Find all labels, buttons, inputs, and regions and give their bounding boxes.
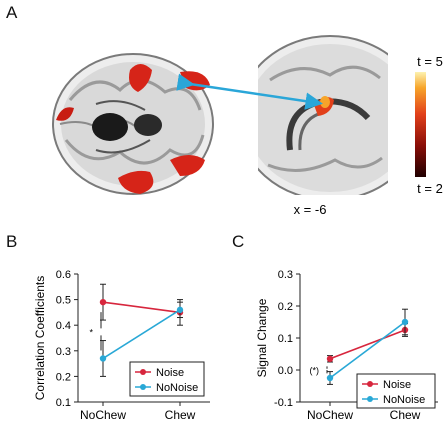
data-point-nonoise [401, 318, 409, 326]
axial-brain-slice [52, 53, 214, 195]
x-tick-label: Chew [165, 408, 196, 422]
x-tick-label: NoChew [307, 408, 353, 422]
y-tick-label: -0.1 [274, 397, 293, 409]
legend-box [129, 361, 205, 397]
y-tick-label: 0.1 [56, 397, 71, 409]
x-tick-label: NoChew [80, 408, 126, 422]
y-axis-label: Signal Change [255, 298, 269, 377]
legend-swatch-marker [367, 381, 373, 387]
data-point-nonoise [176, 306, 184, 314]
data-point-noise [326, 355, 334, 362]
y-tick-label: 0.6 [56, 269, 71, 281]
colorbar-top-label: t = 5 [417, 54, 443, 69]
slice-coordinate-label: x = -6 [294, 202, 327, 217]
legend-label-noise: Noise [156, 367, 184, 379]
colorbar [415, 72, 426, 177]
panel-label-b: B [6, 232, 18, 251]
significance-annotation: (*) [310, 365, 320, 375]
y-tick-label: 0.1 [278, 333, 293, 345]
series-line-nonoise [102, 309, 181, 360]
legend-swatch-marker [367, 396, 373, 402]
panel-label-c: C [232, 232, 245, 251]
significance-annotation: * [89, 327, 93, 337]
x-tick-label: Chew [390, 408, 421, 422]
brain-figure: t = 5 t = 2 x = -6 [52, 35, 443, 217]
legend-label-nonoise: NoNoise [156, 382, 198, 394]
series-line-noise [329, 329, 406, 360]
chart-c: -0.1 0.0 0.1 0.2 0.3 NoChew Chew Signal Change (… [255, 269, 438, 422]
y-tick-label: 0.2 [278, 301, 293, 313]
y-tick-label: 0.4 [56, 320, 71, 332]
sagittal-brain-slice [258, 35, 388, 195]
legend-swatch-marker [140, 384, 146, 390]
y-tick-label: 0.3 [278, 269, 293, 281]
data-point-nonoise [326, 374, 334, 382]
y-tick-label: 0.3 [56, 346, 71, 358]
legend-box [356, 373, 436, 409]
colorbar-bottom-label: t = 2 [417, 181, 443, 196]
data-point-nonoise [99, 355, 107, 362]
series-line-noise [102, 301, 181, 314]
y-tick-label: 0.2 [56, 371, 71, 383]
series-line-nonoise [329, 321, 406, 379]
legend-label-noise: Noise [383, 379, 411, 391]
y-axis-label: Correlation Coefficients [33, 276, 47, 401]
legend-label-nonoise: NoNoise [383, 394, 425, 406]
y-tick-label: 0.5 [56, 295, 71, 307]
connection-arrow [176, 73, 323, 110]
legend-swatch-marker [140, 369, 146, 375]
y-tick-label: 0.0 [278, 365, 293, 377]
chart-b: 0.1 0.2 0.3 0.4 0.5 0.6 NoChew Chew Correlation … [33, 269, 210, 422]
panel-label-a: A [6, 3, 18, 22]
data-point-noise [99, 298, 107, 306]
